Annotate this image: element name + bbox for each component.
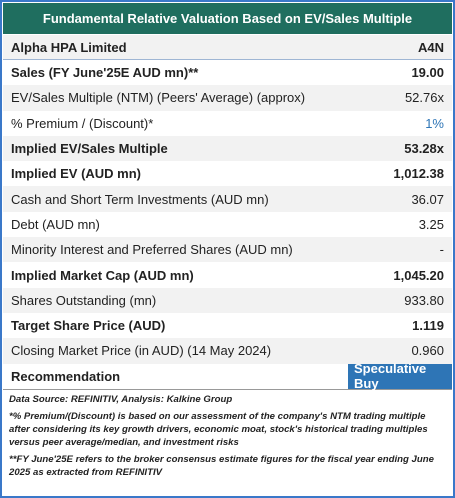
table-row: EV/Sales Multiple (NTM) (Peers' Average)… <box>3 85 452 111</box>
table-row: Sales (FY June'25E AUD mn)** 19.00 <box>3 60 452 85</box>
row-value: 1,045.20 <box>393 267 444 283</box>
row-value: 53.28x <box>404 141 444 157</box>
table-row: % Premium / (Discount)* 1% <box>3 111 452 136</box>
table-row: Target Share Price (AUD) 1.119 <box>3 313 452 338</box>
title: Fundamental Relative Valuation Based on … <box>3 3 452 34</box>
row-label: Sales (FY June'25E AUD mn)** <box>11 65 199 81</box>
note: **FY June'25E refers to the broker conse… <box>9 453 434 478</box>
row-value: 933.80 <box>404 292 444 308</box>
row-value: 19.00 <box>411 65 444 81</box>
ticker: A4N <box>417 39 444 55</box>
row-value: 1.119 <box>412 318 444 334</box>
row-label: EV/Sales Multiple (NTM) (Peers' Average)… <box>11 90 306 106</box>
header-row: Alpha HPA Limited A4N <box>3 35 452 60</box>
row-label: Closing Market Price (in AUD) (14 May 20… <box>11 343 272 359</box>
row-value: 0.960 <box>411 343 444 359</box>
table-row: Minority Interest and Preferred Shares (… <box>3 237 452 263</box>
row-value: 3.25 <box>418 216 444 232</box>
table-row: Implied EV/Sales Multiple 53.28x <box>3 135 452 162</box>
row-label: Implied EV (AUD mn) <box>11 166 142 182</box>
row-label: Target Share Price (AUD) <box>11 318 166 334</box>
table-row: Implied Market Cap (AUD mn) 1,045.20 <box>3 262 452 287</box>
table-row: Closing Market Price (in AUD) (14 May 20… <box>3 338 452 364</box>
row-label: Debt (AUD mn) <box>11 216 100 232</box>
note: *% Premium/(Discount) is based on our as… <box>9 410 428 448</box>
row-label: Implied EV/Sales Multiple <box>11 141 168 157</box>
row-label: Implied Market Cap (AUD mn) <box>11 267 194 283</box>
row-value: - <box>439 242 444 258</box>
table: Sales (FY June'25E AUD mn)** 19.00 EV/Sale… <box>2 60 453 391</box>
row-value: 36.07 <box>411 191 444 207</box>
row-value: 52.76x <box>404 90 444 106</box>
row-value: 1,012.38 <box>393 166 444 182</box>
row-value: 1% <box>425 115 444 131</box>
row-label: % Premium / (Discount)* <box>11 115 154 131</box>
table-row: Recommendation Speculative Buy <box>3 361 452 391</box>
table-row: Shares Outstanding (mn) 933.80 <box>3 287 452 313</box>
table-row: Debt (AUD mn) 3.25 <box>3 212 452 237</box>
row-label: Shares Outstanding (mn) <box>11 292 157 308</box>
table-row: Implied EV (AUD mn) 1,012.38 <box>3 161 452 186</box>
row-label: Recommendation <box>11 368 121 384</box>
note: Data Source: REFINITIV, Analysis: Kalkin… <box>9 393 233 405</box>
row-label: Minority Interest and Preferred Shares (… <box>11 242 293 258</box>
notes: Data Source: REFINITIV, Analysis: Kalkin… <box>3 388 452 479</box>
row-label: Cash and Short Term Investments (AUD mn) <box>11 191 269 207</box>
table-row: Cash and Short Term Investments (AUD mn)… <box>3 186 452 212</box>
row-value: Speculative Buy <box>348 361 452 391</box>
company: Alpha HPA Limited <box>11 39 127 55</box>
